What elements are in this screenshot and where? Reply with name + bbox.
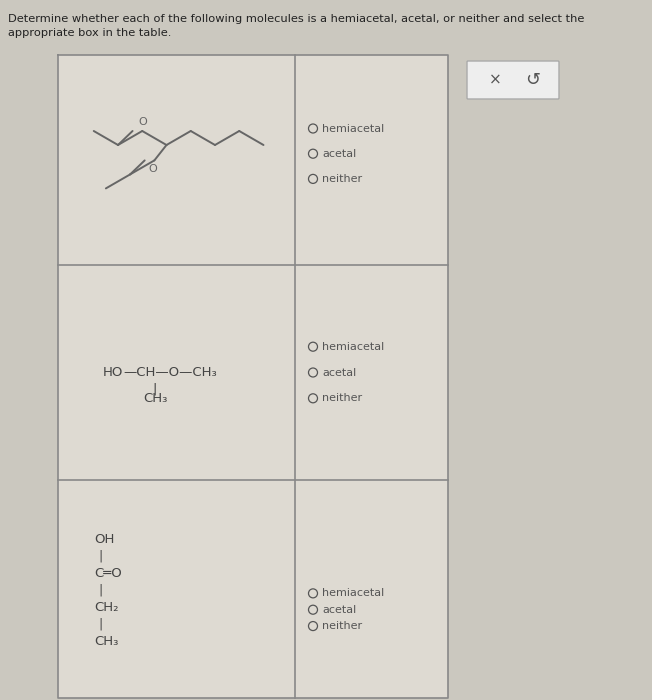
Text: —CH—O—CH₃: —CH—O—CH₃ [123,366,216,379]
Text: hemiacetal: hemiacetal [322,589,384,598]
Text: neither: neither [322,621,362,631]
Text: appropriate box in the table.: appropriate box in the table. [8,28,171,38]
Text: HO: HO [103,366,123,379]
Text: hemiacetal: hemiacetal [322,342,384,351]
Text: Determine whether each of the following molecules is a hemiacetal, acetal, or ne: Determine whether each of the following … [8,14,584,24]
Text: CH₃: CH₃ [143,393,167,405]
Text: |: | [99,550,103,563]
Text: CH₂: CH₂ [94,601,119,614]
Text: CH₃: CH₃ [94,635,119,648]
Text: |: | [99,618,103,631]
Text: acetal: acetal [322,368,356,377]
Text: C═O: C═O [94,567,122,580]
Text: acetal: acetal [322,605,356,615]
Text: ×: × [488,73,501,88]
Bar [58,55,448,698]
Text: neither: neither [322,393,362,403]
Text: neither: neither [322,174,362,184]
Text: hemiacetal: hemiacetal [322,123,384,134]
Text: |: | [99,584,103,597]
Text: OH: OH [94,533,114,546]
Text: O: O [148,164,156,174]
Text: |: | [153,382,157,396]
Text: O: O [138,117,147,127]
Text: ↺: ↺ [526,71,541,89]
FancyBboxPatch shape [467,61,559,99]
Text: acetal: acetal [322,148,356,159]
